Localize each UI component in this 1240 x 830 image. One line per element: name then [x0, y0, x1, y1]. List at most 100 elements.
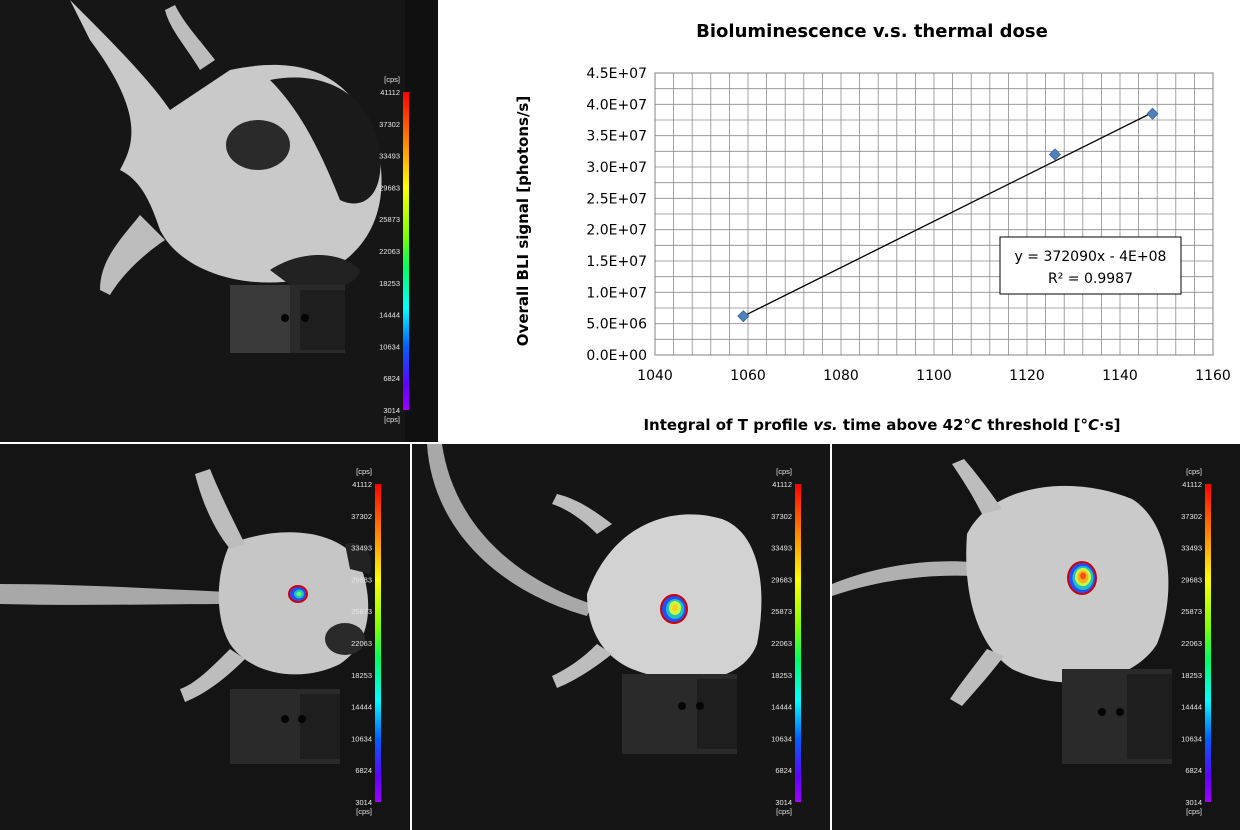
y-tick-label: 4.0E+07	[586, 97, 647, 113]
y-tick-label: 3.0E+07	[586, 160, 647, 176]
colorbar-unit-label: [cps]	[384, 415, 400, 424]
colorbar-gradient	[375, 484, 381, 802]
colorbar-tick-label: 6824	[355, 766, 372, 775]
colorbar-tick-label: 3014	[1185, 798, 1202, 807]
colorbar-unit-label: [cps]	[776, 807, 792, 816]
y-tick-label: 1.5E+07	[586, 254, 647, 270]
colorbar-unit-label: [cps]	[356, 807, 372, 816]
mouse-photo-top	[0, 0, 438, 442]
colorbar-tick-label: 3014	[775, 798, 792, 807]
x-axis-ticks: 1040 1060 1080 1100 1120 1140 1160	[637, 368, 1231, 384]
y-tick-label: 5.0E+06	[586, 317, 647, 333]
colorbar-tick-label: 37302	[379, 120, 400, 129]
bli-signal-spot	[1067, 561, 1097, 595]
x-tick-label: 1120	[1009, 368, 1045, 384]
bli-image-panel-bottom-right: [cps] [cps] 41112 37302 33493 29683 25873 22063…	[832, 444, 1240, 830]
equation-box: y = 372090x - 4E+08 R² = 0.9987	[999, 236, 1182, 295]
colorbar-tick-label: 41112	[1182, 480, 1202, 489]
trendline	[743, 111, 1153, 317]
bli-image-panel-top: [cps] [cps] 41112 37302 33493 29683 25873 22063…	[0, 0, 438, 442]
colorbar-bottom-right: [cps] [cps] 41112 37302 33493 29683 25873 22063…	[1175, 444, 1240, 830]
colorbar-tick-label: 41112	[772, 480, 792, 489]
y-tick-label: 2.5E+07	[586, 191, 647, 207]
colorbar-tick-label: 33493	[379, 152, 400, 161]
x-tick-label: 1060	[730, 368, 766, 384]
colorbar-tick-label: 10634	[1181, 734, 1202, 743]
bli-image-panel-bottom-middle: [cps] [cps] 41112 37302 33493 29683 25873 22063…	[412, 444, 830, 830]
y-tick-label: 3.5E+07	[586, 129, 647, 145]
data-point	[1048, 148, 1061, 161]
data-points	[737, 107, 1159, 323]
colorbar-tick-label: 18253	[1181, 671, 1202, 680]
colorbar-tick-label: 22063	[1181, 639, 1202, 648]
colorbar-gradient	[1205, 484, 1211, 802]
x-axis-label: Integral of T profile vs. time above 42°…	[643, 416, 1120, 434]
x-tick-label: 1100	[916, 368, 952, 384]
bli-scatter-chart: Bioluminescence v.s. thermal dose 0.0E+0…	[514, 21, 1231, 434]
y-tick-label: 2.0E+07	[586, 223, 647, 239]
y-axis-label: Overall BLI signal [photons/s]	[514, 96, 532, 346]
y-tick-label: 1.0E+07	[586, 285, 647, 301]
colorbar-tick-label: 22063	[771, 639, 792, 648]
colorbar-tick-label: 25873	[771, 607, 792, 616]
colorbar-unit-label: [cps]	[384, 75, 400, 84]
data-point	[737, 310, 750, 323]
colorbar-bottom-middle: [cps] [cps] 41112 37302 33493 29683 25873 22063…	[765, 444, 830, 830]
y-tick-label: 0.0E+00	[586, 348, 647, 364]
colorbar-tick-label: 29683	[771, 575, 792, 584]
colorbar-tick-label: 25873	[351, 607, 372, 616]
colorbar-tick-label: 25873	[379, 215, 400, 224]
colorbar-tick-label: 41112	[380, 88, 400, 97]
mouse-photo-bottom-middle	[412, 444, 830, 830]
colorbar-tick-label: 33493	[1181, 544, 1202, 553]
colorbar-tick-label: 3014	[355, 798, 372, 807]
colorbar-tick-label: 10634	[379, 342, 400, 351]
colorbar-tick-label: 25873	[1181, 607, 1202, 616]
x-tick-label: 1140	[1102, 368, 1138, 384]
bli-image-panel-bottom-left: [cps] [cps] 41112 37302 33493 29683 25873 22063…	[0, 444, 410, 830]
colorbar-top: [cps] [cps] 41112 37302 33493 29683 25873 22063…	[355, 0, 438, 442]
colorbar-tick-label: 18253	[351, 671, 372, 680]
colorbar-tick-label: 29683	[351, 575, 372, 584]
colorbar-unit-label: [cps]	[356, 467, 372, 476]
colorbar-tick-label: 14444	[1181, 703, 1202, 712]
bli-signal-spot	[660, 594, 688, 624]
colorbar-tick-label: 37302	[771, 512, 792, 521]
colorbar-tick-label: 3014	[383, 406, 400, 415]
colorbar-tick-label: 37302	[1181, 512, 1202, 521]
colorbar-tick-label: 6824	[775, 766, 792, 775]
colorbar-gradient	[795, 484, 801, 802]
data-point	[1146, 107, 1159, 120]
colorbar-tick-label: 29683	[1181, 575, 1202, 584]
bli-signal-spot	[288, 585, 308, 603]
colorbar-tick-label: 18253	[379, 279, 400, 288]
colorbar-tick-label: 10634	[771, 734, 792, 743]
colorbar-tick-label: 29683	[379, 183, 400, 192]
colorbar-tick-label: 33493	[771, 544, 792, 553]
mouse-photo-bottom-left	[0, 444, 410, 830]
trendline-equation: y = 372090x - 4E+08	[1015, 249, 1167, 265]
r-squared-label: R² = 0.9987	[1048, 271, 1133, 287]
colorbar-tick-label: 14444	[351, 703, 372, 712]
colorbar-gradient	[403, 92, 409, 410]
colorbar-bottom-left: [cps] [cps] 41112 37302 33493 29683 25873 22063…	[345, 444, 410, 830]
x-tick-label: 1040	[637, 368, 673, 384]
colorbar-tick-label: 6824	[1185, 766, 1202, 775]
colorbar-tick-label: 14444	[379, 311, 400, 320]
colorbar-tick-label: 22063	[351, 639, 372, 648]
colorbar-tick-label: 6824	[383, 374, 400, 383]
colorbar-tick-label: 41112	[352, 480, 372, 489]
x-tick-label: 1080	[823, 368, 859, 384]
chart-grid	[654, 72, 1214, 356]
colorbar-tick-label: 10634	[351, 734, 372, 743]
colorbar-tick-label: 18253	[771, 671, 792, 680]
y-axis-ticks: 0.0E+00 5.0E+06 1.0E+07 1.5E+07 2.0E+07 2.5E+…	[586, 66, 647, 364]
x-tick-label: 1160	[1195, 368, 1231, 384]
colorbar-tick-label: 22063	[379, 247, 400, 256]
colorbar-unit-label: [cps]	[1186, 467, 1202, 476]
colorbar-unit-label: [cps]	[1186, 807, 1202, 816]
colorbar-tick-label: 37302	[351, 512, 372, 521]
mouse-photo-bottom-right	[832, 444, 1240, 830]
colorbar-tick-label: 33493	[351, 544, 372, 553]
chart-title: Bioluminescence v.s. thermal dose	[696, 21, 1048, 42]
